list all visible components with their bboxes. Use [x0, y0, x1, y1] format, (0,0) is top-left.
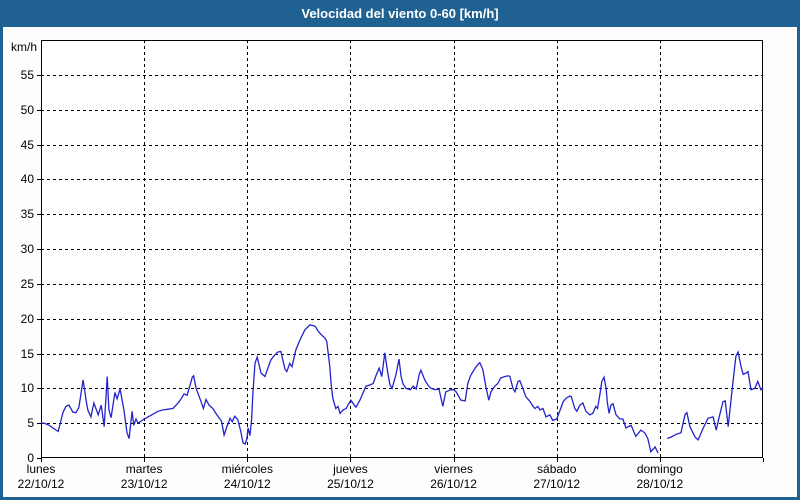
- day-name: domingo: [636, 462, 683, 476]
- x-day-label: martes 23/10/12: [92, 462, 196, 492]
- day-name: viernes: [434, 462, 473, 476]
- y-axis-unit-label: km/h: [10, 40, 37, 54]
- day-date: 28/10/12: [636, 477, 684, 491]
- y-tick-label: 40: [20, 172, 34, 187]
- y-tick-label: 5: [27, 416, 34, 431]
- x-day-label: jueves 25/10/12: [298, 462, 402, 492]
- day-name: miércoles: [221, 462, 273, 476]
- day-name: martes: [125, 462, 163, 476]
- x-day-label: viernes 26/10/12: [402, 462, 506, 492]
- y-tick-label: 30: [20, 242, 34, 256]
- day-date: 24/10/12: [223, 477, 271, 491]
- y-tick-label: 0: [27, 451, 34, 465]
- wind-speed-plot: [37, 40, 764, 462]
- day-date: 27/10/12: [533, 477, 581, 491]
- day-date: 22/10/12: [17, 477, 65, 491]
- y-tick-label: 50: [20, 102, 34, 117]
- chart-title-bar: Velocidad del viento 0-60 [km/h]: [0, 0, 800, 27]
- wind-speed-line: [41, 324, 764, 454]
- y-tick-label: 25: [20, 276, 34, 291]
- day-name: lunes: [26, 462, 56, 476]
- day-date: 23/10/12: [120, 477, 168, 491]
- y-tick-label: 55: [20, 67, 34, 82]
- x-day-label: domingo 28/10/12: [608, 462, 712, 492]
- day-date: 25/10/12: [327, 477, 374, 491]
- day-date: 26/10/12: [430, 477, 477, 491]
- x-day-label: lunes 22/10/12: [0, 462, 93, 492]
- day-name: sábado: [537, 462, 577, 476]
- y-tick-label: 45: [20, 137, 34, 152]
- y-tick-label: 10: [20, 381, 34, 396]
- y-tick-label: 20: [20, 311, 34, 326]
- y-tick-label: 15: [20, 346, 34, 361]
- day-name: jueves: [333, 462, 368, 476]
- chart-title: Velocidad del viento 0-60 [km/h]: [301, 6, 499, 21]
- x-day-label: sábado 27/10/12: [505, 462, 609, 492]
- y-tick-label: 35: [20, 207, 34, 222]
- x-day-label: miércoles 24/10/12: [195, 462, 299, 492]
